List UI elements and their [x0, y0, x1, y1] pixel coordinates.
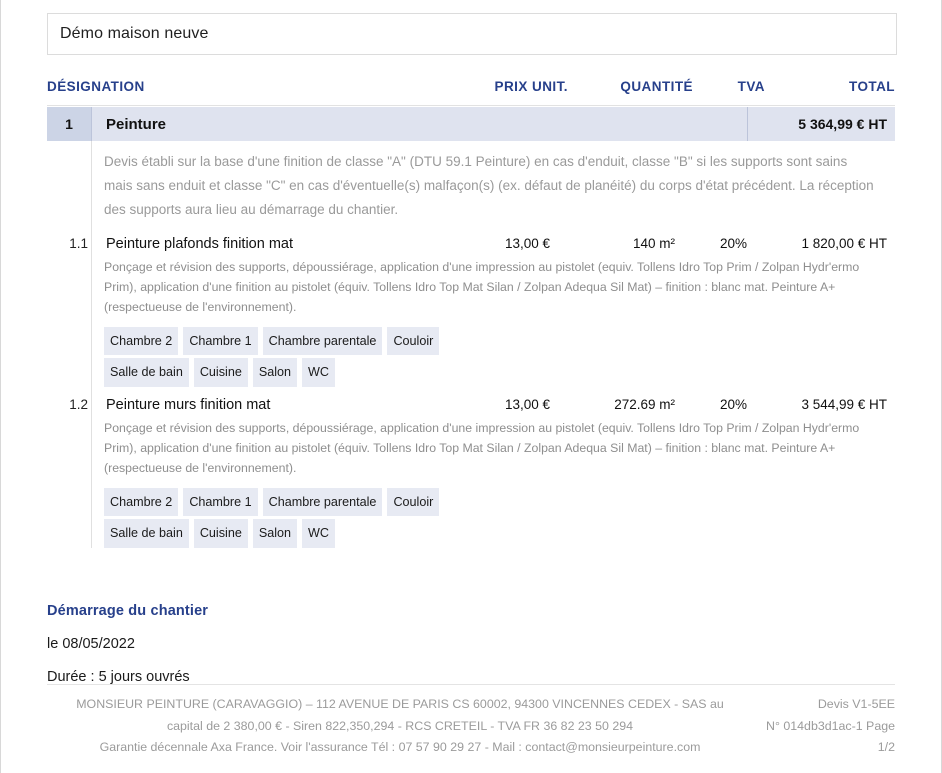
room-tag[interactable]: Chambre 1: [183, 326, 258, 356]
footer-page-number: 1/2: [877, 740, 895, 755]
room-tag[interactable]: WC: [302, 519, 336, 548]
room-tag[interactable]: Chambre parentale: [262, 487, 383, 517]
line-item-total: 1 820,00 € HT: [801, 236, 887, 252]
line-item-tag-list: Chambre 2 Chambre 1 Chambre parentale Coulo…: [104, 325, 524, 387]
group-title: Peinture: [91, 107, 747, 141]
line-item-tag-list: Chambre 2 Chambre 1 Chambre parentale Coulo…: [104, 486, 524, 548]
line-item-description: Ponçage et révision des supports, dépous…: [104, 260, 860, 314]
room-tag[interactable]: Couloir: [387, 487, 440, 517]
line-item-main-row: 1.1 Peinture plafonds finition mat 13,00…: [69, 236, 895, 253]
group-note: Devis établi sur la base d'une finition …: [104, 154, 874, 218]
footer-document-ref: Devis V1-5EE N° 014db3d1ac-1 Page 1/2: [735, 694, 895, 759]
room-tag[interactable]: Salle de bain: [104, 519, 189, 548]
page-footer: MONSIEUR PEINTURE (CARAVAGGIO) – 112 AVE…: [47, 684, 895, 759]
start-of-works-title: Démarrage du chantier: [47, 603, 209, 620]
line-item-index: 1.2: [69, 397, 88, 413]
line-item-tva: 20%: [719, 236, 747, 252]
room-tag[interactable]: Salon: [252, 357, 298, 387]
line-item-tva: 20%: [719, 397, 747, 413]
room-tag[interactable]: Chambre 1: [183, 487, 258, 517]
room-tag[interactable]: WC: [302, 357, 336, 387]
quote-title-value: Démo maison neuve: [60, 25, 209, 42]
line-item-label: Peinture murs finition mat: [106, 397, 271, 414]
line-item-description: Ponçage et révision des supports, dépous…: [104, 421, 860, 475]
column-header-quantite: QUANTITÉ: [620, 79, 693, 94]
line-item-quantite: 140 m²: [632, 236, 675, 252]
footer-line-3: Garantie décennale Axa France. Voir l'as…: [99, 740, 701, 755]
room-tag[interactable]: Couloir: [387, 326, 440, 356]
column-header-prix-unit: PRIX UNIT.: [494, 79, 568, 94]
start-of-works-section: Démarrage du chantier le 08/05/2022 Duré…: [47, 603, 895, 685]
line-item-quantite: 272.69 m²: [614, 397, 675, 413]
quote-table-header: DÉSIGNATION PRIX UNIT. QUANTITÉ TVA TOTA…: [47, 79, 895, 106]
room-tag[interactable]: Chambre 2: [104, 326, 179, 356]
line-item-main-row: 1.2 Peinture murs finition mat 13,00 € 2…: [69, 397, 895, 414]
line-item[interactable]: 1.1 Peinture plafonds finition mat 13,00…: [69, 226, 895, 387]
room-tag[interactable]: Cuisine: [193, 519, 248, 548]
room-tag[interactable]: Cuisine: [193, 357, 248, 387]
footer-quote-version: Devis V1-5EE: [817, 697, 895, 712]
start-of-works-duration: Durée : 5 jours ouvrés: [47, 669, 190, 686]
group-body: Devis établi sur la base d'une finition …: [69, 141, 895, 549]
footer-line-1: MONSIEUR PEINTURE (CARAVAGGIO) – 112 AVE…: [76, 697, 724, 712]
column-header-designation: DÉSIGNATION: [47, 79, 145, 94]
start-of-works-date: le 08/05/2022: [47, 636, 135, 653]
line-item-total: 3 544,99 € HT: [801, 397, 887, 413]
footer-quote-number: N° 014db3d1ac-1 Page: [766, 718, 895, 733]
room-tag[interactable]: Chambre parentale: [262, 326, 383, 356]
line-item-index: 1.1: [69, 236, 88, 252]
line-item[interactable]: 1.2 Peinture murs finition mat 13,00 € 2…: [69, 387, 895, 548]
line-item-label: Peinture plafonds finition mat: [106, 236, 293, 253]
group-index: 1: [47, 107, 91, 141]
line-item-prix-unit: 13,00 €: [504, 236, 550, 252]
room-tag[interactable]: Salle de bain: [104, 357, 189, 387]
footer-company-info: MONSIEUR PEINTURE (CARAVAGGIO) – 112 AVE…: [47, 694, 735, 759]
column-header-total: TOTAL: [849, 79, 895, 94]
column-header-tva: TVA: [737, 79, 765, 94]
footer-line-2: capital de 2 380,00 € - Siren 822,350,29…: [166, 718, 634, 733]
quote-title-input[interactable]: Démo maison neuve: [47, 13, 897, 55]
page-content: Démo maison neuve DÉSIGNATION PRIX UNIT.…: [1, 0, 941, 685]
group-row-peinture[interactable]: 1 Peinture 5 364,99 € HT: [47, 107, 895, 141]
room-tag[interactable]: Salon: [252, 519, 298, 548]
line-item-prix-unit: 13,00 €: [504, 397, 550, 413]
room-tag[interactable]: Chambre 2: [104, 487, 179, 517]
group-total: 5 364,99 € HT: [747, 107, 895, 141]
